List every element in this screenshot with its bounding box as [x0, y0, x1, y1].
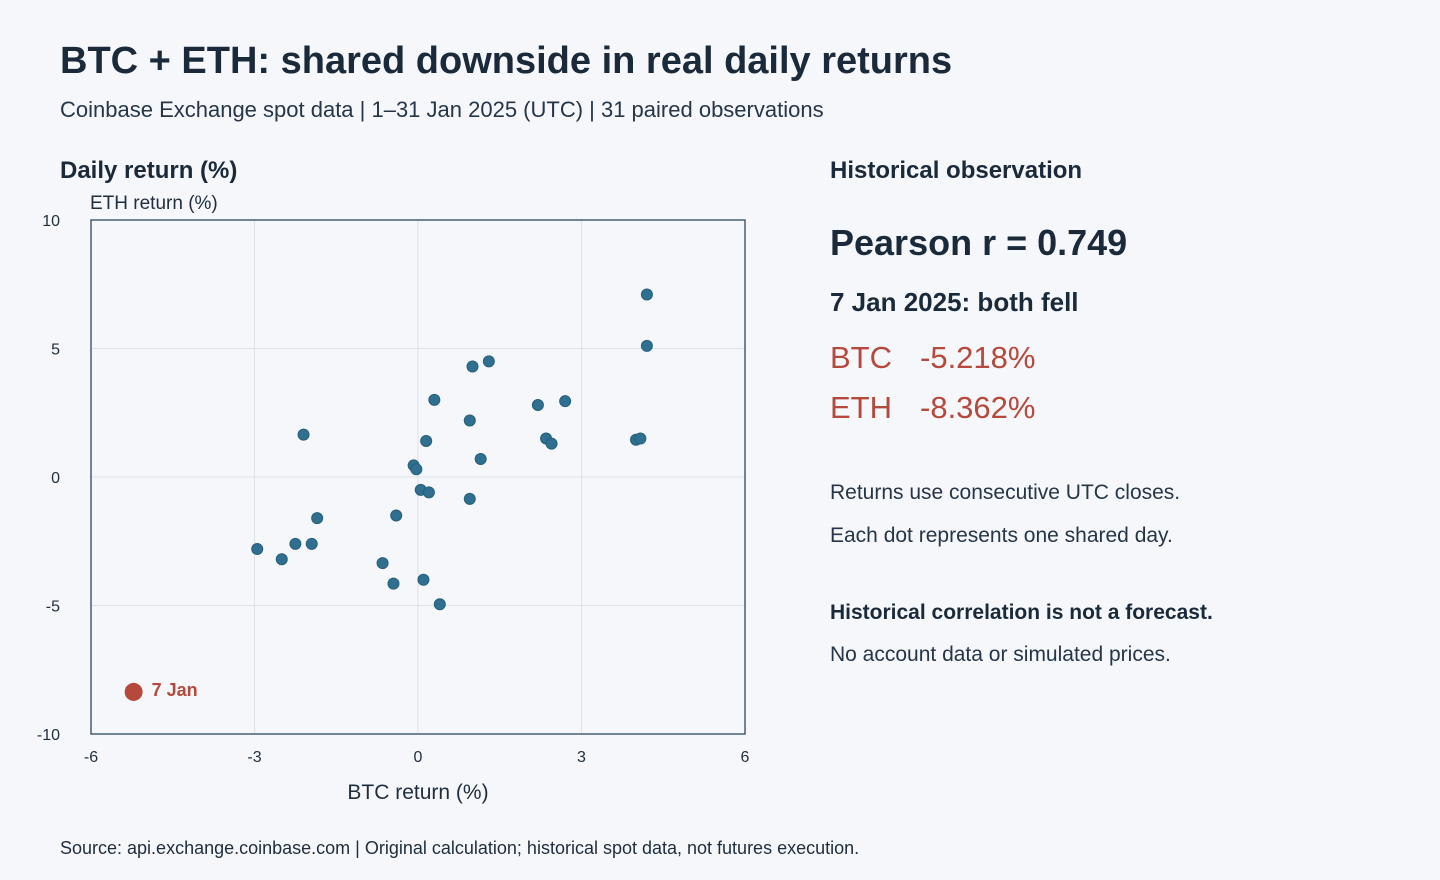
data-point — [463, 414, 476, 427]
btc-return-asset: BTC — [830, 340, 892, 375]
source-note: Source: api.exchange.coinbase.com | Orig… — [60, 838, 860, 858]
data-point — [417, 573, 430, 586]
highlight-point — [124, 682, 143, 701]
data-point — [420, 435, 433, 448]
disclaimer-text: No account data or simulated prices. — [830, 643, 1171, 666]
btc-return-value: -5.218% — [920, 340, 1036, 375]
plot-frame — [90, 219, 746, 735]
data-point — [640, 339, 653, 352]
data-point — [311, 512, 324, 525]
scatter-chart: -6 -3 0 3 6 10 5 0 -5 -10 BTC return (%) ETH return… — [37, 193, 750, 804]
eth-return-asset: ETH — [830, 390, 892, 425]
note-closes: Returns use consecutive UTC closes. — [830, 481, 1181, 504]
eth-return-value: -8.362% — [920, 390, 1036, 425]
data-point — [390, 509, 403, 522]
y-tick-label: 10 — [42, 213, 60, 230]
data-point — [640, 288, 653, 301]
x-tick-label: 0 — [414, 749, 423, 766]
data-point — [634, 432, 647, 445]
disclaimer-bold: Historical correlation is not a forecast… — [830, 601, 1213, 624]
x-tick-label: 6 — [741, 749, 750, 766]
eth-return-row: ETH -8.362% — [830, 390, 1035, 426]
data-point — [482, 355, 495, 368]
y-tick-label: -5 — [46, 599, 60, 616]
pearson-metric: Pearson r = 0.749 — [830, 222, 1128, 263]
x-tick-label: -6 — [84, 749, 98, 766]
data-point — [474, 453, 487, 466]
btc-return-row: BTC -5.218% — [830, 340, 1035, 376]
x-axis-label: BTC return (%) — [347, 781, 488, 804]
data-point — [297, 428, 310, 441]
highlight-title: 7 Jan 2025: both fell — [830, 287, 1079, 317]
data-point — [531, 399, 544, 412]
data-point — [466, 360, 479, 373]
data-point — [433, 598, 446, 611]
data-point — [387, 577, 400, 590]
panel-heading: Historical observation — [830, 157, 1083, 184]
page-title: BTC + ETH: shared downside in real daily… — [60, 40, 953, 82]
data-point — [559, 395, 572, 408]
data-point — [428, 393, 441, 406]
page-subtitle: Coinbase Exchange spot data | 1–31 Jan 2… — [60, 97, 824, 122]
x-tick-label: -3 — [247, 749, 261, 766]
data-point — [275, 553, 288, 566]
data-point — [463, 492, 476, 505]
data-point — [410, 463, 423, 476]
y-tick-label: 5 — [51, 342, 60, 359]
data-point — [422, 486, 435, 499]
data-point — [305, 537, 318, 550]
y-axis-label: ETH return (%) — [90, 193, 218, 214]
data-point — [251, 542, 264, 555]
x-tick-label: 3 — [577, 749, 586, 766]
y-tick-label: -10 — [37, 727, 60, 744]
note-dots: Each dot represents one shared day. — [830, 524, 1173, 547]
data-point — [376, 557, 389, 570]
highlight-point-label: 7 Jan — [152, 680, 198, 700]
chart-heading: Daily return (%) — [60, 157, 238, 184]
data-point — [289, 537, 302, 550]
y-tick-label: 0 — [51, 470, 60, 487]
data-point — [545, 437, 558, 450]
